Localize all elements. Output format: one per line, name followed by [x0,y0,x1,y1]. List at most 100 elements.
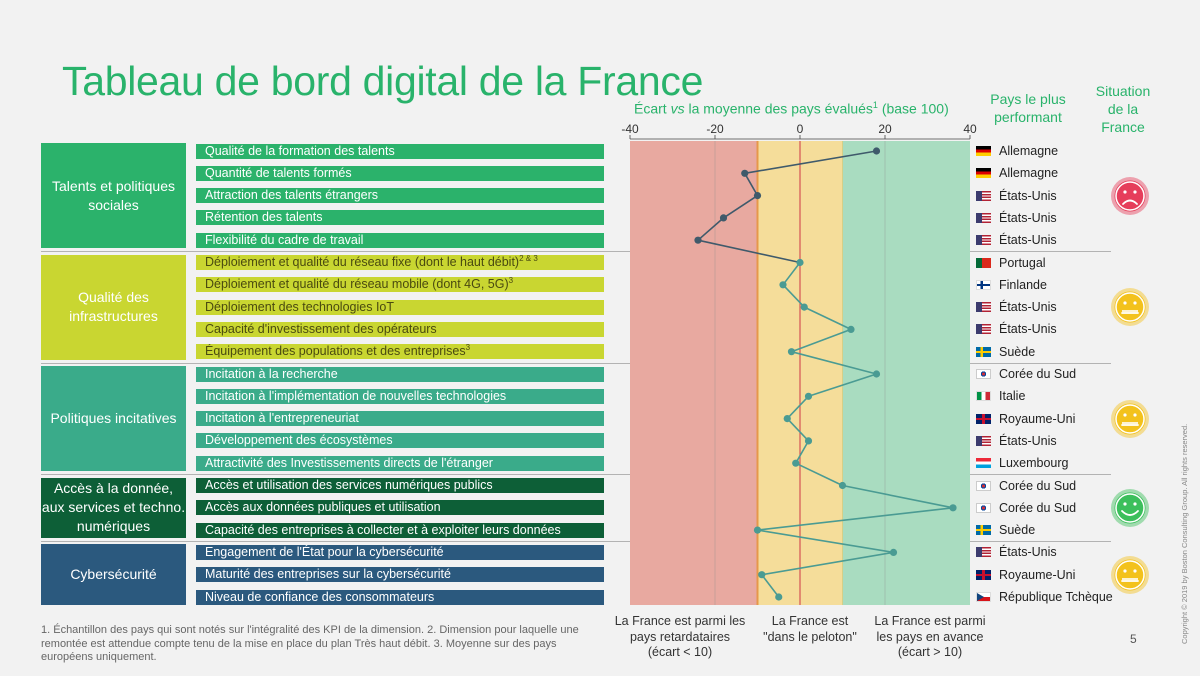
data-point [775,593,783,601]
kpi-row: Équipement des populations et des entrep… [196,344,604,360]
country-name: Allemagne [999,144,1059,158]
series-segment [744,150,877,175]
country-name: Luxembourg [999,456,1069,471]
kpi-row: Déploiement et qualité du réseau fixe (d… [196,255,604,270]
sad-face-icon [1110,176,1150,216]
axis-title-sup: 1 [872,100,878,110]
kr-flag-icon [976,502,991,513]
data-point [694,236,702,244]
page-title: Tableau de bord digital de la France [62,58,704,104]
data-point [872,370,881,378]
kpi-label: Incitation à la recherche [205,366,338,381]
zone-label-3: La France est parmi les pays en avance (éc… [855,614,1005,661]
axis-title-pre: Écart [634,100,671,117]
best-country: République Tchèque [976,588,1113,606]
kpi-row: Flexibilité du cadre de travail [196,232,604,248]
best-country: États-Unis [976,432,1057,450]
kpi-row: Déploiement et qualité du réseau mobile … [196,277,604,293]
gb-flag-icon [976,413,991,424]
kpi-row: Attraction des talents étrangers [196,188,604,204]
zone-label-2: La France est "dans le peloton" [735,614,885,645]
kpi-label: Incitation à l'entrepreneuriat [205,411,359,426]
country-name: Portugal [999,255,1046,270]
zone-label-line: (écart < 10) [647,645,713,659]
kpi-row: Déploiement des technologies IoT [196,299,604,315]
country-name: États-Unis [999,233,1057,248]
data-point [783,415,791,423]
country-name: États-Unis [999,545,1057,560]
data-point [719,214,728,222]
group-separator [41,362,1111,364]
us-flag-icon [976,235,991,246]
data-point [741,169,749,177]
group-separator [41,474,1111,476]
neutral-face-icon [1110,555,1150,595]
series-segment [786,395,810,420]
kpi-row: Qualité de la formation des talents [196,143,604,159]
x-tick-label: 20 [878,122,892,136]
kpi-label: Niveau de confiance des consommateurs [205,589,435,604]
kpi-label: Accès aux données publiques et utilisati… [205,500,441,515]
best-country: États-Unis [976,298,1057,316]
kr-flag-icon [976,369,991,379]
zone-label-line: La France est parmi [874,614,986,628]
neutral-face-icon [1110,287,1150,327]
kpi-label: Rétention des talents [205,210,323,225]
data-point [804,392,813,400]
best-country: Suède [976,343,1035,361]
data-point [847,325,855,333]
best-country: Allemagne [976,142,1058,160]
country-name: République Tchèque [999,590,1113,604]
series-segment [744,172,759,196]
kpi-label: Incitation à l'implémentation de nouvell… [205,388,507,403]
kpi-footnote-ref: 3 [465,344,471,353]
se-flag-icon [976,525,991,536]
kpi-label: Attraction des talents étrangers [205,188,379,203]
axis-title-vs: vs [670,100,685,117]
x-tick-label: 40 [963,122,977,136]
country-name: Finlande [999,277,1047,292]
data-point [779,281,787,289]
series-segment [842,484,954,509]
series-segment [761,574,780,598]
kpi-row: Niveau de confiance des consommateurs [196,589,604,605]
data-point [792,459,800,467]
country-name: Corée du Sud [999,500,1077,515]
it-flag-icon [976,391,991,402]
best-country: Finlande [976,276,1047,294]
country-name: États-Unis [999,322,1057,337]
axis-title-post2: (base 100) [877,100,949,117]
us-flag-icon [976,324,991,335]
series-segment [782,262,801,286]
kpi-row: Quantité de talents formés [196,165,604,181]
kpi-row: Incitation à l'implémentation de nouvell… [196,388,604,404]
country-name: Suède [999,523,1036,538]
se-flag-icon [976,346,991,357]
kpi-row: Capacité des entreprises à collecter et … [196,522,604,538]
category-2: Qualité des infrastructures [41,254,186,360]
kpi-row: Développement des écosystèmes [196,433,604,449]
kpi-label: Déploiement et qualité du réseau mobile … [205,277,509,292]
best-country: Corée du Sud [976,499,1076,517]
happy-face-icon [1110,488,1150,528]
best-country: Corée du Sud [976,365,1076,383]
x-tick-label: -20 [706,122,724,136]
best-country: États-Unis [976,543,1057,561]
kpi-footnote-ref: 2 & 3 [519,255,538,263]
country-name: Suède [999,344,1036,359]
category-5: Cybersécurité [41,544,186,605]
country-name: Italie [999,389,1026,404]
kpi-footnote-ref: 3 [508,277,514,286]
country-name: États-Unis [999,433,1057,448]
zone-2 [757,141,843,605]
series-segment [795,440,810,464]
data-point [838,481,847,490]
kpi-row: Incitation à l'entrepreneuriat [196,411,604,427]
best-country: États-Unis [976,209,1057,227]
data-point [758,571,766,579]
data-point [753,192,762,200]
kpi-label: Attractivité des Investissements directs… [205,455,493,470]
series-segment [808,373,877,398]
kpi-label: Capacité des entreprises à collecter et … [205,522,561,537]
zone-label-line: La France est [771,614,849,628]
